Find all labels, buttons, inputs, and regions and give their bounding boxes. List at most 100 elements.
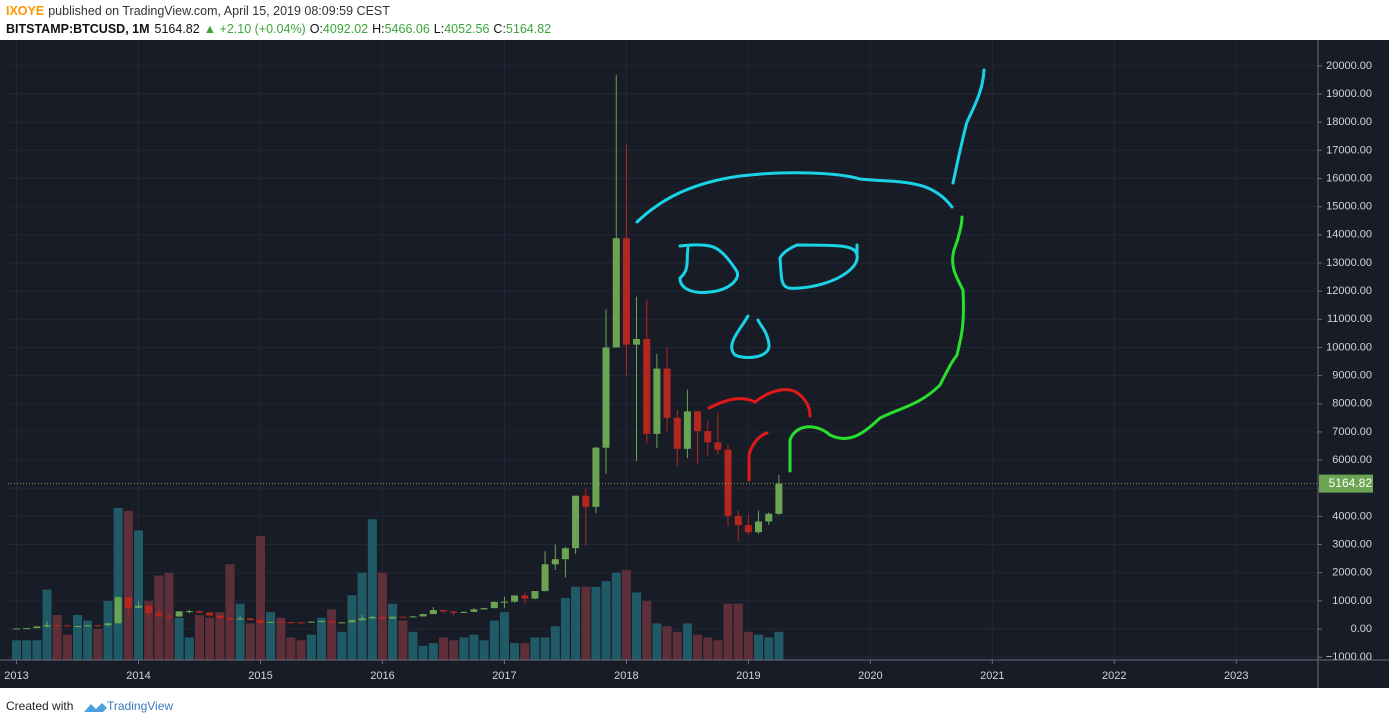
candle-body xyxy=(43,625,51,627)
candle-body xyxy=(765,513,773,522)
volume-bar xyxy=(174,617,184,660)
volume-bar xyxy=(672,631,682,660)
y-tick-label: 12000.00 xyxy=(1326,285,1372,297)
brand[interactable]: TradingView xyxy=(107,699,173,713)
candle-body xyxy=(643,339,651,434)
candle-body xyxy=(328,621,336,623)
candle-body xyxy=(348,620,356,623)
volume-bar xyxy=(296,640,306,660)
candle-body xyxy=(724,449,732,516)
drawing xyxy=(951,68,986,185)
y-tick-label: 8000.00 xyxy=(1332,398,1372,410)
drawing xyxy=(778,243,859,290)
y-tick-label: 19000.00 xyxy=(1326,88,1372,100)
symbol: BITSTAMP:BTCUSD, 1M xyxy=(6,22,150,36)
y-tick-label: 4000.00 xyxy=(1332,510,1372,522)
open: 4092.02 xyxy=(323,22,368,36)
volume-bar xyxy=(459,637,469,660)
candle-body xyxy=(236,618,244,620)
candle-body xyxy=(663,368,671,418)
volume-bar xyxy=(235,603,245,660)
volume-bar xyxy=(225,564,235,660)
candle-body xyxy=(551,559,559,565)
candle-body xyxy=(378,616,386,619)
candle-body xyxy=(561,548,569,560)
x-tick-label: 2018 xyxy=(614,670,638,682)
volume-bar xyxy=(73,614,83,660)
volume-bar xyxy=(611,572,621,660)
low: 4052.56 xyxy=(444,22,489,36)
candle-body xyxy=(104,623,112,626)
volume-bar xyxy=(581,586,591,660)
volume-bar xyxy=(662,626,672,660)
candle-body xyxy=(389,616,397,619)
close: 5164.82 xyxy=(506,22,551,36)
volume-bar xyxy=(469,634,479,660)
volume-bar xyxy=(479,640,489,660)
volume-bar xyxy=(266,612,276,660)
x-tick-label: 2022 xyxy=(1102,670,1126,682)
y-tick-label: 14000.00 xyxy=(1326,229,1372,241)
volume-bar xyxy=(276,617,286,660)
candle-body xyxy=(226,618,234,620)
volume-bar xyxy=(733,603,743,660)
candle-body xyxy=(165,616,173,618)
volume-bar xyxy=(347,595,357,660)
drawing xyxy=(678,243,739,294)
candle-body xyxy=(470,609,478,612)
last-price-box xyxy=(1319,474,1373,493)
volume-bar xyxy=(652,623,662,660)
y-tick-label: 0.00 xyxy=(1351,623,1372,635)
logo[interactable] xyxy=(84,703,107,712)
candle-body xyxy=(246,618,254,621)
candle-body xyxy=(267,621,275,623)
y-tick-label: 7000.00 xyxy=(1332,426,1372,438)
drawing xyxy=(730,314,771,359)
volume-bar xyxy=(12,640,22,660)
footer: Created with TradingView xyxy=(6,699,173,713)
o-label: O: xyxy=(310,22,323,36)
candle-body xyxy=(541,564,549,592)
volume-bar xyxy=(499,612,509,660)
candle-body xyxy=(572,495,580,549)
l-label: L: xyxy=(434,22,444,36)
candle-body xyxy=(94,625,102,627)
candle-body xyxy=(511,595,519,602)
change: ▲ +2.10 (+0.04%) xyxy=(204,22,306,36)
volume-bar xyxy=(449,640,459,660)
candle-body xyxy=(256,620,264,623)
candle-body xyxy=(317,621,325,623)
x-tick-label: 2020 xyxy=(858,670,882,682)
publish-line: IXOYE published on TradingView.com, April… xyxy=(6,4,390,18)
candle-body xyxy=(439,610,447,612)
candle-body xyxy=(775,483,783,514)
author[interactable]: IXOYE xyxy=(6,4,44,18)
volume-bar xyxy=(418,645,428,660)
candle-body xyxy=(155,612,163,617)
candle-body xyxy=(63,625,71,627)
candle-body xyxy=(13,628,21,630)
y-tick-label: 6000.00 xyxy=(1332,454,1372,466)
high: 5466.06 xyxy=(385,22,430,36)
candle-body xyxy=(744,525,752,533)
volume-bar xyxy=(774,631,784,660)
candle-body xyxy=(694,411,702,432)
y-tick-label: 2000.00 xyxy=(1332,567,1372,579)
candle-body xyxy=(145,605,153,613)
volume-bar xyxy=(560,598,570,660)
volume-bar xyxy=(540,637,550,660)
created-with: Created with xyxy=(6,699,73,713)
candle-body xyxy=(307,621,315,623)
volume-bar xyxy=(123,510,133,660)
candle-body xyxy=(531,591,539,599)
candle-body xyxy=(460,611,468,613)
candle-body xyxy=(500,601,508,603)
candle-body xyxy=(622,238,630,345)
volume-bar xyxy=(520,643,530,660)
volume-bar xyxy=(255,536,265,660)
chart-background xyxy=(0,40,1389,688)
candle-body xyxy=(673,417,681,449)
candle-body xyxy=(216,615,224,619)
x-tick-label: 2021 xyxy=(980,670,1004,682)
volume-bar xyxy=(601,581,611,660)
